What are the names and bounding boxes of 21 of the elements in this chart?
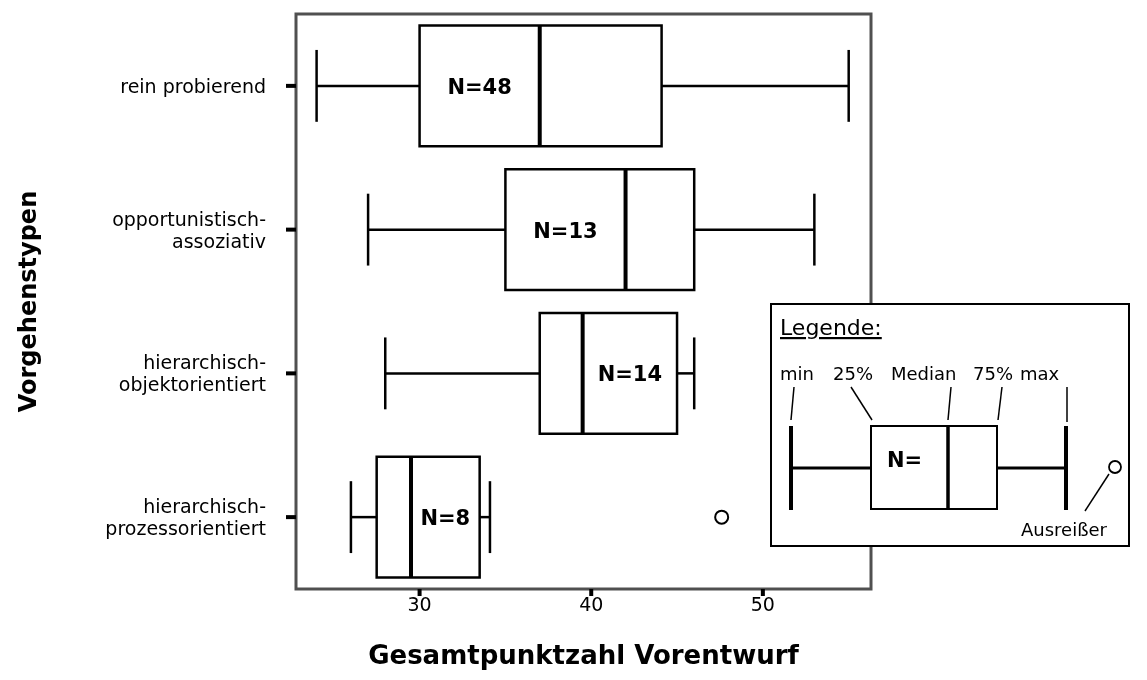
- y-tick-label: hierarchisch-objektorientiert: [118, 351, 266, 396]
- text: max: [1020, 363, 1060, 384]
- y-tick-label: rein probierend: [120, 74, 266, 97]
- text: Median: [891, 363, 957, 384]
- annotation: Legende:: [780, 315, 882, 340]
- text: Ausreißer: [1021, 519, 1108, 540]
- x-tick-label: 30: [407, 593, 432, 616]
- text: N=: [887, 448, 923, 472]
- x-tick-label: 50: [750, 593, 775, 616]
- annotation: N=13: [533, 218, 598, 243]
- x-axis-title: Gesamtpunktzahl Vorentwurf: [368, 640, 800, 670]
- y-tick-label: hierarchisch-prozessorientiert: [105, 495, 266, 540]
- annotation: N=8: [420, 506, 471, 531]
- y-axis-title: Vorgehenstypen: [14, 190, 42, 413]
- annotation: N=48: [447, 74, 512, 99]
- annotation: N=14: [597, 362, 663, 387]
- text: 75%: [973, 363, 1014, 384]
- annotation: min: [780, 363, 814, 384]
- x-tick-label: 40: [579, 593, 604, 616]
- annotation: 25%: [833, 363, 874, 384]
- y-tick-label: opportunistisch-assoziativ: [112, 207, 266, 252]
